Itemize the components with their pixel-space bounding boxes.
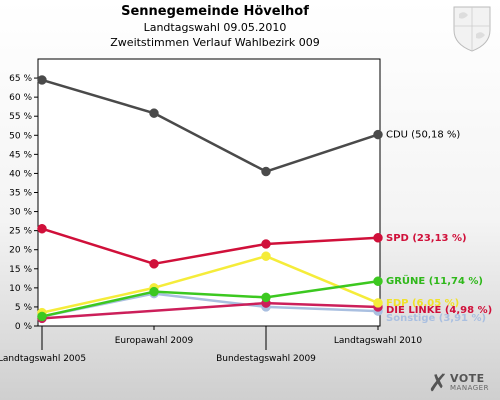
- series-line-grüne: [41, 279, 379, 318]
- y-tick-label: 60 %: [9, 93, 32, 103]
- y-tick-label: 25 %: [9, 227, 32, 237]
- series-end-label: GRÜNE (11,74 %): [386, 273, 483, 287]
- y-tick-label: 55 %: [9, 112, 32, 122]
- y-tick-label: 20 %: [9, 246, 32, 256]
- data-point: [149, 108, 159, 118]
- series-end-label: Sonstige (3,91 %): [386, 313, 486, 324]
- plot-area: [37, 58, 381, 327]
- data-point: [261, 239, 271, 249]
- x-tick-label: Bundestagswahl 2009: [216, 354, 316, 364]
- logo-text-vote: VOTE: [450, 372, 485, 385]
- data-point: [261, 292, 271, 303]
- y-tick-label: 50 %: [9, 131, 32, 141]
- x-tick-label: Landtagswahl 2010: [334, 336, 423, 346]
- votemanager-logo: ✗ VOTE MANAGER: [428, 370, 498, 396]
- series-end-label: FDP (6,05 %): [386, 298, 459, 309]
- data-point: [149, 259, 159, 269]
- y-tick-label: 0 %: [15, 322, 33, 332]
- y-tick-label: 40 %: [9, 169, 32, 179]
- chart-subtitle-detail: Zweitstimmen Verlauf Wahlbezirk 009: [110, 36, 320, 49]
- y-tick-label: 5 %: [15, 303, 33, 313]
- data-point: [261, 251, 271, 261]
- data-point: [37, 75, 47, 85]
- data-point: [149, 286, 159, 297]
- series-end-label: DIE LINKE (4,98 %): [386, 305, 492, 316]
- y-tick-label: 35 %: [9, 189, 32, 199]
- series-end-label: CDU (50,18 %): [386, 130, 460, 141]
- data-point: [373, 276, 383, 286]
- x-tick-label: Landtagswahl 2005: [0, 354, 86, 364]
- logo-text-manager: MANAGER: [450, 384, 489, 392]
- series-line-spd: [41, 227, 379, 266]
- data-point: [373, 298, 383, 308]
- y-tick-label: 15 %: [9, 265, 32, 275]
- series-end-label: SPD (23,13 %): [386, 233, 467, 244]
- data-point: [373, 129, 383, 140]
- y-tick-label: 30 %: [9, 208, 32, 218]
- chart-titles: Sennegemeinde Hövelhof Landtagswahl 09.0…: [0, 4, 430, 50]
- data-point: [37, 223, 47, 234]
- y-tick-label: 45 %: [9, 150, 32, 160]
- state-crest-icon: [453, 6, 491, 52]
- series-line-fdp: [41, 254, 379, 314]
- x-tick-label: Europawahl 2009: [115, 336, 194, 346]
- votemanager-x-icon: ✗: [428, 369, 449, 397]
- y-tick-label: 10 %: [9, 284, 32, 294]
- series-line-cdu: [41, 78, 379, 173]
- data-point: [261, 166, 271, 177]
- chart-subtitle-date: Landtagswahl 09.05.2010: [143, 21, 287, 34]
- data-point: [37, 311, 47, 322]
- chart-title: Sennegemeinde Hövelhof: [121, 4, 309, 19]
- y-tick-label: 65 %: [9, 74, 32, 84]
- data-point: [373, 233, 383, 243]
